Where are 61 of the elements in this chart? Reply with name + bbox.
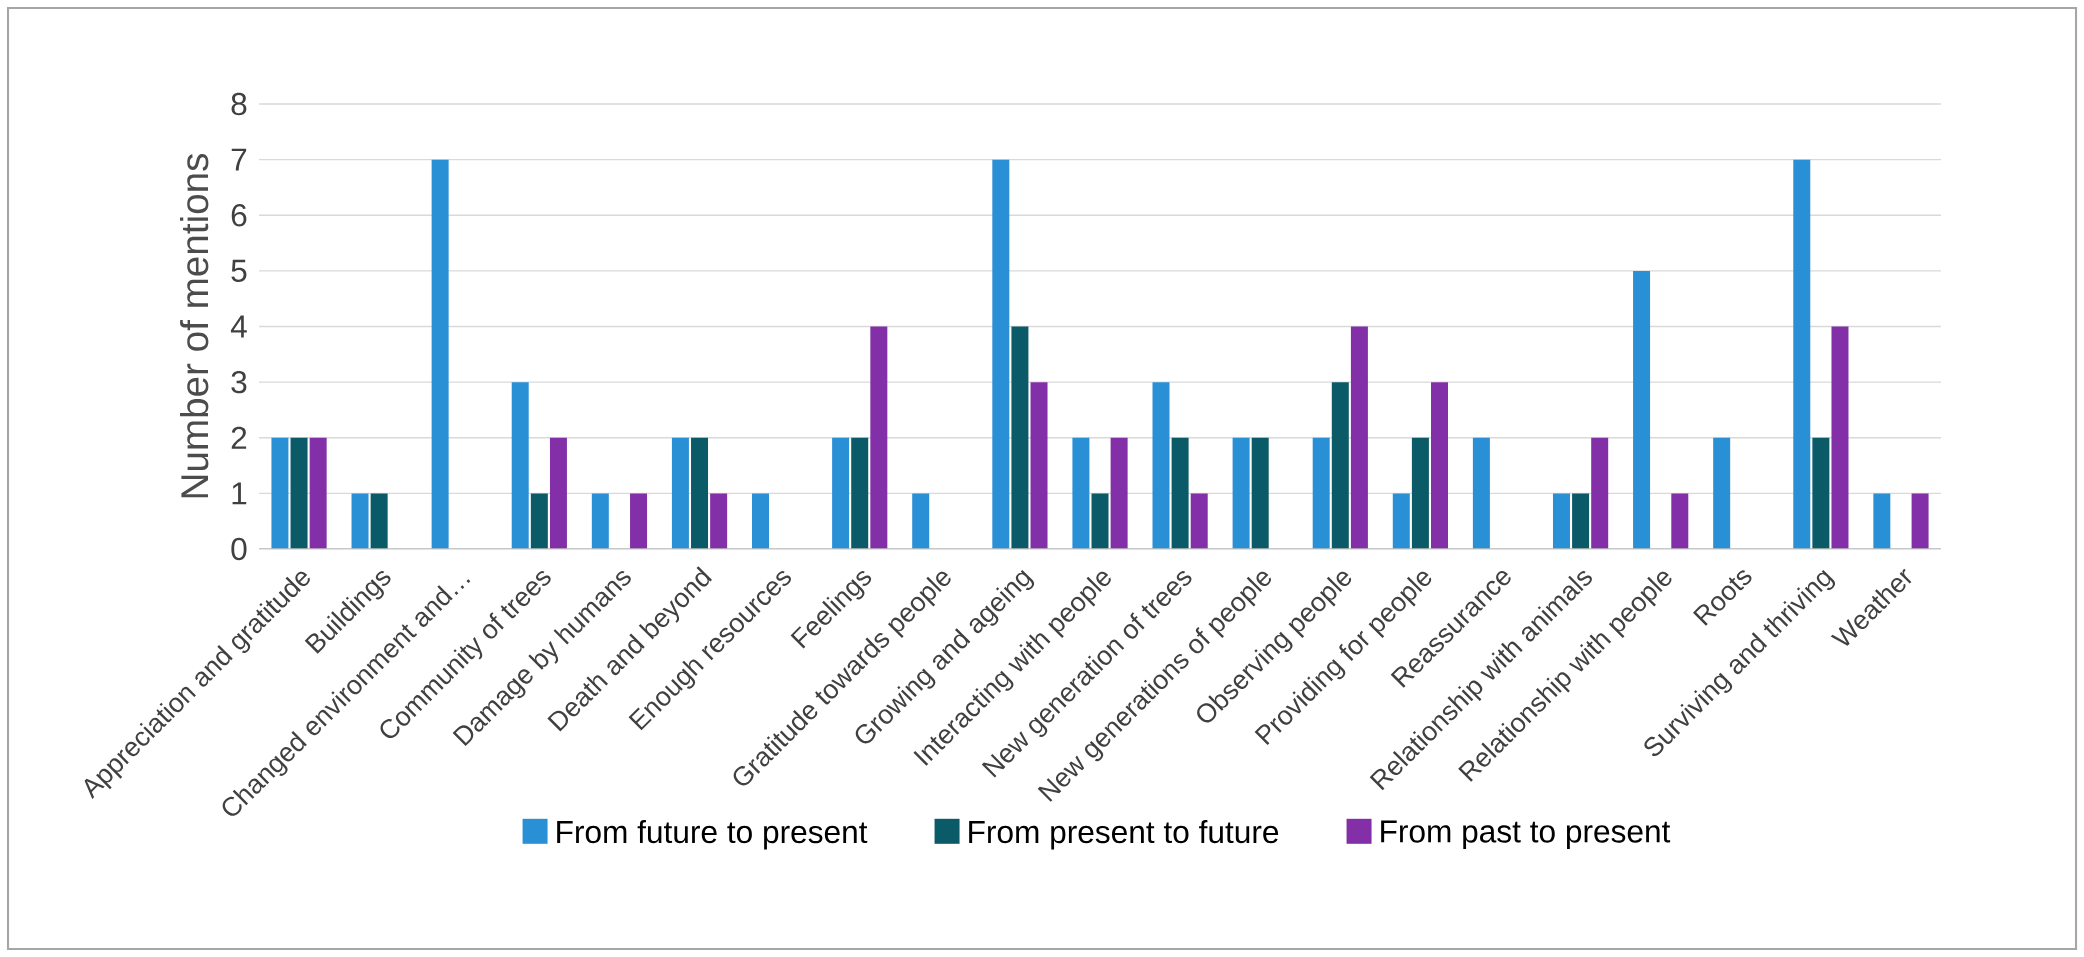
bar (290, 437, 308, 550)
bar (832, 437, 850, 550)
legend-label: From future to present (557, 820, 868, 850)
y-tick-label: 7 (231, 148, 247, 171)
bar (511, 382, 529, 550)
bar (1552, 493, 1570, 550)
bar (1831, 326, 1849, 550)
bar (752, 493, 770, 550)
bar (1713, 437, 1731, 550)
bar (1312, 437, 1330, 550)
bar (309, 437, 327, 550)
bar (1110, 437, 1128, 550)
bar (1251, 437, 1269, 550)
bar (671, 437, 689, 550)
bar (1091, 493, 1109, 550)
bar (1671, 493, 1689, 550)
bar (710, 493, 728, 550)
y-tick-label: 6 (231, 204, 247, 227)
y-tick-label: 1 (232, 482, 247, 505)
bar (1472, 437, 1490, 550)
bar (992, 159, 1010, 550)
bar (1350, 326, 1368, 550)
y-tick-label: 0 (231, 537, 247, 561)
bar (1793, 159, 1811, 550)
bar (1011, 326, 1029, 550)
bar (1591, 437, 1609, 550)
bar (351, 493, 369, 550)
bar (870, 326, 888, 550)
bar (591, 493, 609, 550)
bar (1411, 437, 1429, 550)
bar (630, 493, 648, 550)
bar (1431, 382, 1448, 550)
bar (1572, 493, 1590, 550)
y-tick-label: 2 (231, 426, 247, 449)
bar (431, 159, 449, 550)
bar (1812, 437, 1830, 550)
legend-label: From past to present (1381, 820, 1671, 849)
legend-label: From present to future (969, 820, 1279, 850)
bar (530, 493, 548, 550)
y-axis-title: Number of mentions (180, 153, 209, 498)
bar (271, 437, 289, 550)
bar (1030, 382, 1048, 550)
y-tick-label: 5 (231, 259, 247, 282)
bar (1911, 493, 1929, 550)
bar (1190, 493, 1208, 550)
bar (1072, 437, 1090, 550)
bar (1331, 382, 1349, 550)
bar (1873, 493, 1891, 550)
bar (370, 493, 388, 550)
bar (1633, 270, 1651, 550)
bar (1152, 382, 1170, 550)
y-tick-label: 3 (231, 370, 247, 394)
bar (912, 493, 930, 550)
bar (691, 437, 709, 550)
bar (1392, 493, 1410, 550)
bar (549, 437, 567, 550)
bar (1171, 437, 1189, 550)
bar (851, 437, 869, 550)
y-tick-label: 8 (231, 92, 247, 116)
y-tick-label: 4 (230, 315, 247, 338)
bar (1232, 437, 1250, 550)
